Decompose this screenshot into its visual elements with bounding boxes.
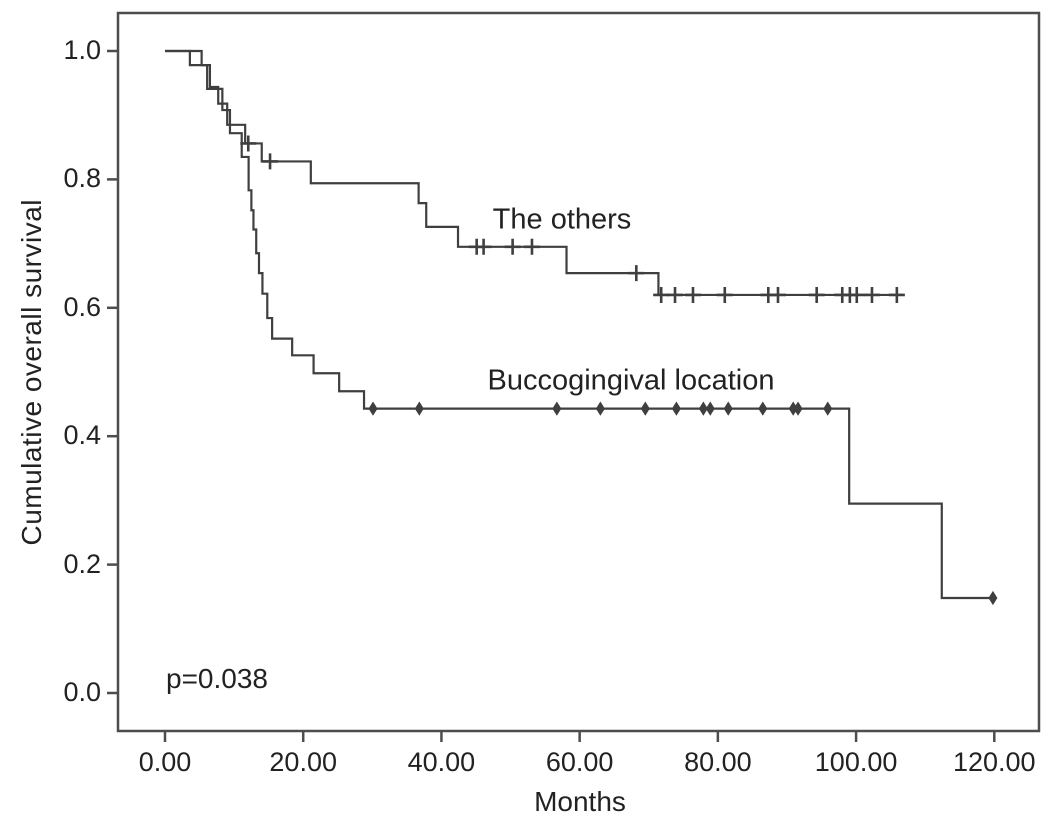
y-tick-label: 1.0: [63, 35, 101, 65]
censor-plus-mark: [684, 286, 701, 303]
x-tick-label: 80.00: [684, 747, 752, 777]
censor-plus-mark: [475, 238, 492, 255]
censor-diamond-mark: [595, 401, 605, 416]
y-axis-title-wrap: Cumulative overall survival: [6, 13, 58, 731]
series-label-the-others: The others: [492, 203, 632, 236]
survival-curve-the-others: [165, 49, 904, 297]
censor-diamond-mark: [671, 401, 681, 416]
censor-diamond-mark: [758, 401, 768, 416]
x-tick-label: 0.00: [138, 747, 192, 777]
series-label-buccogingival: Buccogingival location: [487, 364, 775, 397]
censor-plus-mark: [769, 286, 786, 303]
censor-plus-mark: [863, 286, 880, 303]
censor-plus-mark: [716, 286, 733, 303]
x-tick-label: 60.00: [545, 747, 614, 777]
censor-diamond-mark: [368, 401, 378, 416]
x-tick-label: 40.00: [407, 747, 476, 777]
x-tick-label: 20.00: [269, 747, 337, 777]
censor-diamond-mark: [988, 590, 998, 606]
censor-plus-mark: [504, 238, 521, 255]
censor-plus-mark: [808, 286, 825, 303]
x-axis-title: Months: [534, 786, 626, 817]
p-value-annotation: p=0.038: [166, 663, 268, 694]
censor-diamond-mark: [698, 401, 708, 416]
censor-plus-mark: [667, 286, 684, 303]
censor-plus-mark: [888, 286, 905, 303]
censor-diamond-mark: [640, 401, 650, 416]
y-tick-label: 0.2: [63, 548, 101, 579]
censor-diamond-mark: [552, 401, 562, 416]
censor-plus-mark: [262, 153, 279, 170]
censor-diamond-mark: [793, 401, 803, 416]
x-tick-label: 120.00: [952, 747, 1036, 777]
y-tick-label: 0.8: [63, 163, 101, 194]
x-tick-label: 100.00: [814, 747, 898, 777]
survival-curve-buccogingival: [165, 49, 993, 600]
y-axis-title: Cumulative overall survival: [16, 198, 47, 546]
censor-plus-mark: [523, 238, 540, 255]
y-tick-label: 0.0: [63, 677, 101, 707]
censor-diamond-mark: [823, 401, 833, 416]
y-tick-label: 0.6: [63, 291, 101, 322]
censor-plus-mark: [848, 286, 865, 303]
censor-diamond-mark: [705, 401, 715, 416]
censor-plus-mark: [240, 135, 257, 152]
censor-plus-mark: [653, 286, 670, 303]
y-tick-label: 0.4: [63, 420, 101, 451]
censor-diamond-mark: [414, 401, 424, 416]
censor-plus-mark: [628, 265, 645, 282]
censor-diamond-mark: [723, 401, 733, 416]
